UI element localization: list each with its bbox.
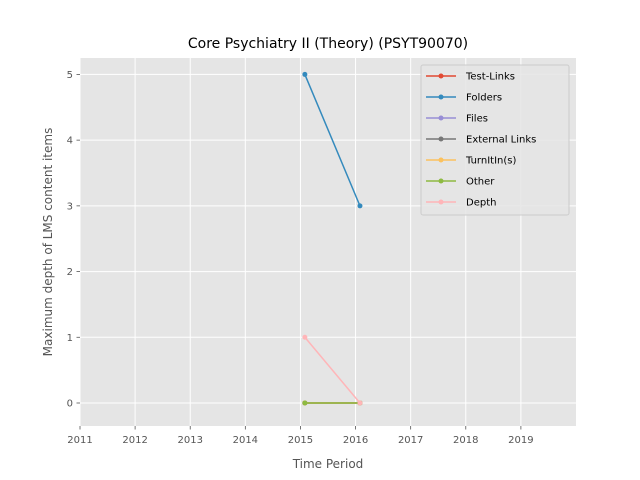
x-tick-label: 2016	[343, 435, 368, 446]
y-axis-title: Maximum depth of LMS content items	[41, 128, 55, 357]
y-tick-label: 5	[67, 70, 73, 81]
y-tick-label: 2	[67, 267, 73, 278]
series-line-depth	[304, 336, 361, 404]
legend-entry-files: Files	[426, 114, 488, 125]
axis-ticks: 2011 2012 2013 2014 2015 2016 2017 2018 2019 0 1 2 3…	[67, 70, 534, 446]
data-point-folders	[357, 203, 363, 209]
legend-entry-depth: Depth	[426, 198, 496, 209]
legend-label: Test-Links	[465, 72, 515, 83]
series-line-folders	[304, 74, 361, 207]
legend-label: TurnItIn(s)	[465, 156, 516, 167]
legend-box	[420, 64, 570, 216]
x-tick-label: 2018	[453, 435, 478, 446]
legend-label: Files	[466, 114, 488, 125]
legend-entry-folders: Folders	[426, 93, 502, 104]
legend-marker	[438, 157, 444, 163]
chart-title: Core Psychiatry II (Theory) (PSYT90070)	[188, 36, 468, 52]
legend-marker	[438, 199, 444, 205]
series-depth	[302, 334, 363, 406]
y-tick-label: 0	[67, 399, 73, 410]
legend-marker	[438, 94, 444, 100]
legend-label: External Links	[466, 135, 536, 146]
legend-label: Depth	[466, 198, 496, 209]
x-tick-label: 2011	[67, 435, 92, 446]
x-tick-label: 2013	[177, 435, 202, 446]
legend-entry-turnitin-s: TurnItIn(s)	[426, 156, 516, 167]
y-tick-label: 1	[67, 333, 73, 344]
legend-marker	[438, 73, 444, 79]
data-point-other	[302, 400, 308, 406]
data-point-depth	[302, 334, 308, 340]
x-tick-label: 2015	[288, 435, 313, 446]
x-tick-label: 2012	[122, 435, 147, 446]
legend-label: Other	[466, 177, 495, 188]
data-point-folders	[302, 71, 308, 77]
legend-marker	[438, 115, 444, 121]
legend-entry-external-links: External Links	[426, 135, 536, 146]
x-tick-label: 2014	[233, 435, 258, 446]
series-lines	[302, 71, 363, 406]
x-axis-title: Time Period	[292, 457, 364, 471]
x-tick-label: 2017	[398, 435, 423, 446]
data-point-depth	[357, 400, 363, 406]
legend-marker	[438, 136, 444, 142]
legend-entry-test-links: Test-Links	[426, 72, 515, 83]
x-tick-label: 2019	[508, 435, 533, 446]
series-folders	[302, 71, 363, 209]
grid-lines	[79, 58, 576, 426]
legend-entry-other: Other	[426, 177, 495, 188]
y-tick-label: 4	[67, 136, 73, 147]
legend: Test-Links Folders Files External Links Turn…	[420, 64, 570, 216]
legend-label: Folders	[466, 93, 502, 104]
legend-marker	[438, 178, 444, 184]
y-tick-label: 3	[67, 201, 73, 212]
